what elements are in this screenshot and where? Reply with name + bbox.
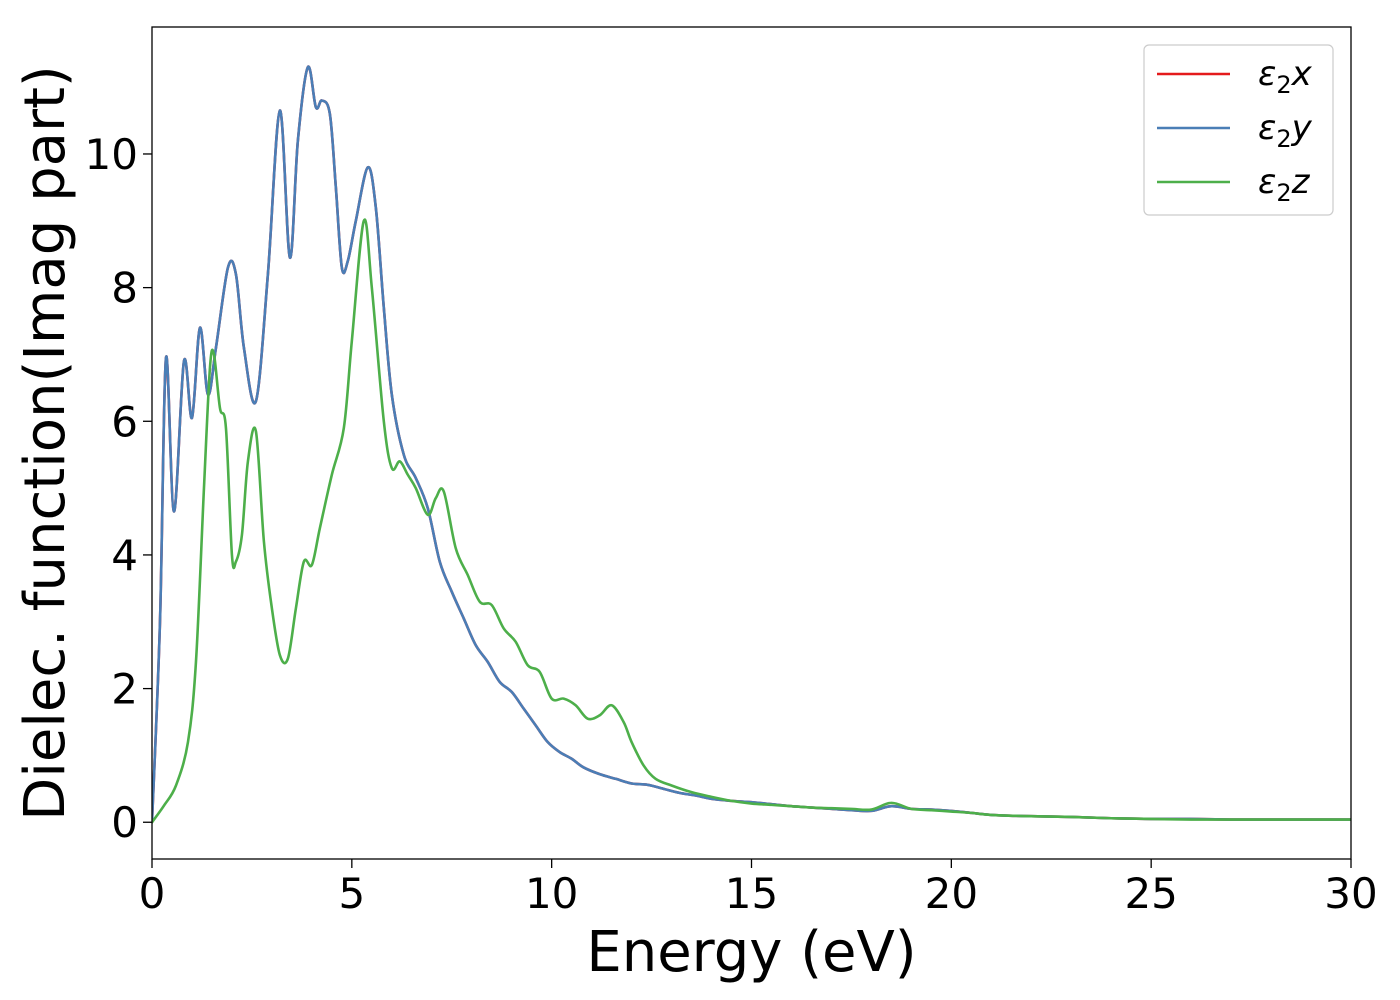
x-tick-label: 5	[338, 869, 365, 918]
y-tick-label: 8	[111, 264, 138, 313]
legend-label-y: ε2y	[1258, 108, 1313, 153]
y-tick-label: 2	[111, 665, 138, 714]
y-tick-label: 10	[85, 130, 138, 179]
series-layer	[152, 65, 1351, 824]
x-tick-label: 10	[525, 869, 578, 918]
y-axis-ticks: 0 2 4 6 8 10	[85, 130, 152, 847]
x-tick-label: 25	[1124, 869, 1177, 918]
x-axis-title: Energy (eV)	[586, 920, 916, 985]
y-tick-label: 4	[111, 531, 138, 580]
y-tick-label: 0	[111, 798, 138, 847]
legend-label-x: ε2x	[1258, 54, 1313, 99]
legend-box	[1143, 44, 1334, 216]
legend: ε2x ε2y ε2z	[1143, 44, 1334, 216]
x-tick-label: 30	[1324, 869, 1377, 918]
series-line-z	[152, 218, 1351, 824]
x-tick-label: 20	[925, 869, 978, 918]
x-tick-label: 0	[139, 869, 166, 918]
series-line-y	[152, 65, 1351, 824]
x-tick-label: 15	[725, 869, 778, 918]
legend-label-z: ε2z	[1258, 162, 1311, 207]
y-tick-label: 6	[111, 397, 138, 446]
y-axis-title: Dielec. function(Imag part)	[13, 65, 78, 821]
x-axis-ticks: 0 5 10 15 20 25 30	[139, 859, 1378, 918]
